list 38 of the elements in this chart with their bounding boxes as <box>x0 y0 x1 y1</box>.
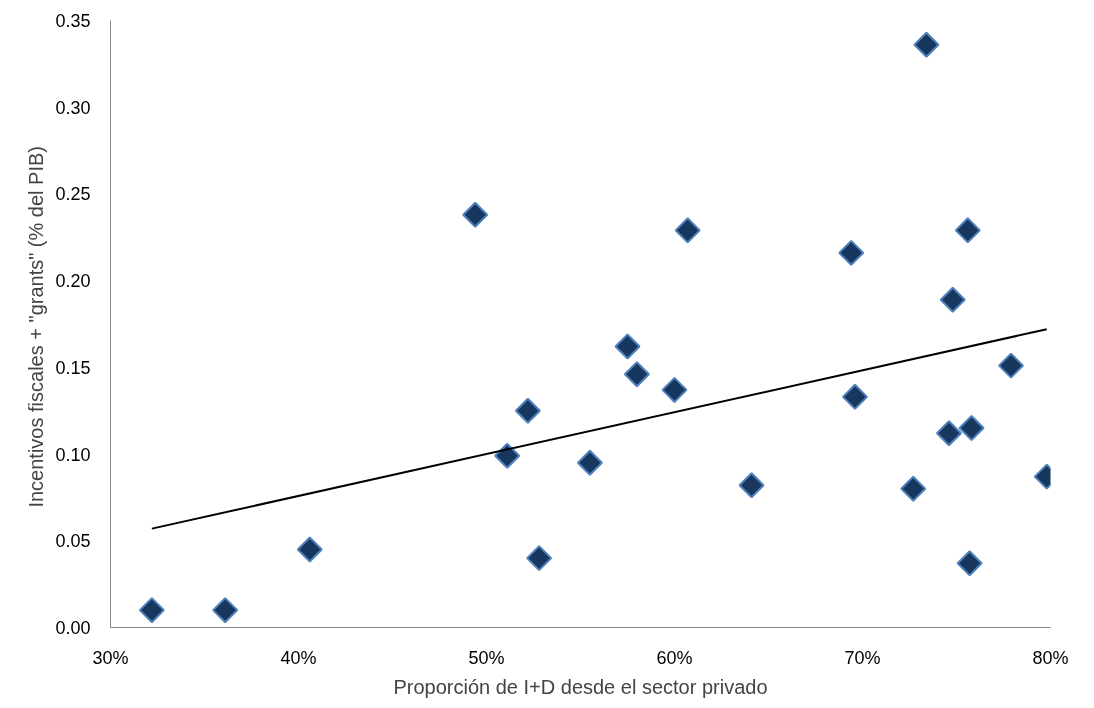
x-tick-label: 50% <box>468 647 505 668</box>
point <box>900 475 927 502</box>
point <box>576 449 603 476</box>
point <box>614 333 641 360</box>
point <box>958 415 985 442</box>
y-axis-title: Incentivos fiscales + "grants" (% del PIB) <box>25 145 48 508</box>
x-tick-label: 70% <box>844 647 881 668</box>
point <box>623 361 650 388</box>
point <box>841 383 868 410</box>
y-tick-label: 0.10 <box>55 444 91 465</box>
point <box>674 217 701 244</box>
point <box>514 397 541 424</box>
point <box>956 550 983 577</box>
point <box>838 239 865 266</box>
y-tick-label: 0.20 <box>55 271 91 292</box>
point <box>954 217 981 244</box>
point <box>738 472 765 499</box>
y-tick-label: 0.15 <box>55 357 91 378</box>
y-tick-label: 0.30 <box>55 97 91 118</box>
point <box>935 420 962 447</box>
point <box>212 597 239 624</box>
y-tick-label: 0.35 <box>55 11 91 31</box>
point <box>913 31 940 58</box>
x-tick-label: 60% <box>656 647 693 668</box>
point <box>661 376 688 403</box>
x-tick-label: 80% <box>1032 647 1069 668</box>
point <box>998 352 1025 379</box>
point <box>138 597 165 624</box>
y-tick-label: 0.25 <box>55 184 91 205</box>
point <box>939 286 966 313</box>
y-tick-label: 0.00 <box>55 618 91 638</box>
x-tick-label: 30% <box>92 647 129 668</box>
y-tick-label: 0.05 <box>55 531 91 552</box>
point <box>296 536 323 563</box>
x-tick-label: 40% <box>280 647 317 668</box>
point <box>526 545 553 572</box>
point <box>462 201 489 228</box>
x-axis-title: Proporción de I+D desde el sector privado <box>393 675 768 698</box>
